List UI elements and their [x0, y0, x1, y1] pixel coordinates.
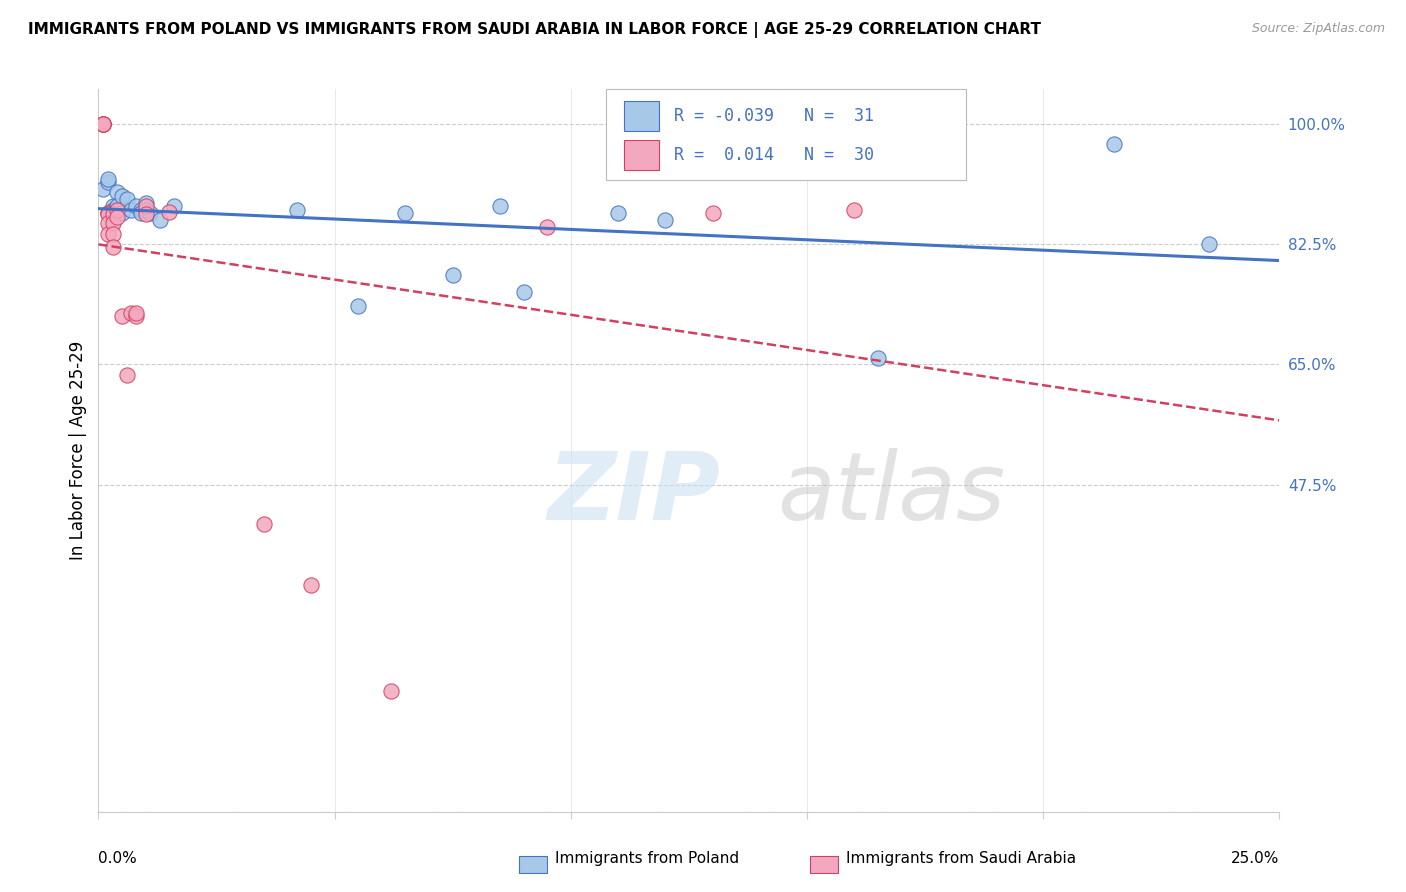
Point: [101, 216, 124, 230]
Point: [91, 117, 114, 131]
Point: [607, 206, 630, 220]
Point: [163, 199, 186, 213]
Point: [91, 117, 114, 131]
Bar: [624, 140, 659, 170]
FancyBboxPatch shape: [606, 89, 966, 179]
Point: [91, 117, 114, 131]
Point: [1102, 137, 1125, 152]
Point: [536, 219, 558, 234]
Point: [149, 213, 172, 227]
Point: [97, 207, 120, 221]
Point: [91, 182, 114, 196]
Point: [135, 207, 157, 221]
Point: [135, 195, 157, 210]
Point: [866, 351, 889, 365]
Point: [512, 285, 534, 300]
Point: [105, 186, 128, 200]
Point: [91, 117, 114, 131]
Point: [129, 206, 152, 220]
Point: [489, 199, 512, 213]
Point: [105, 210, 128, 224]
Point: [97, 206, 120, 220]
Point: [702, 206, 724, 220]
Point: [125, 199, 148, 213]
Text: atlas: atlas: [778, 449, 1005, 540]
Point: [157, 204, 180, 219]
Text: Immigrants from Saudi Arabia: Immigrants from Saudi Arabia: [846, 851, 1077, 865]
Point: [101, 199, 124, 213]
Text: Immigrants from Poland: Immigrants from Poland: [555, 851, 740, 865]
Point: [115, 368, 138, 382]
Point: [101, 207, 124, 221]
Point: [135, 202, 157, 217]
Point: [111, 189, 134, 203]
Point: [253, 517, 276, 532]
Point: [394, 206, 416, 220]
Point: [1198, 237, 1220, 252]
Point: [844, 202, 866, 217]
Point: [299, 577, 322, 591]
Point: [135, 199, 157, 213]
Point: [115, 192, 138, 206]
Point: [139, 206, 162, 220]
Point: [111, 206, 134, 220]
Y-axis label: In Labor Force | Age 25-29: In Labor Force | Age 25-29: [69, 341, 87, 560]
Bar: [624, 101, 659, 131]
Point: [654, 213, 676, 227]
Point: [129, 202, 152, 217]
Text: R = -0.039   N =  31: R = -0.039 N = 31: [673, 107, 873, 125]
Text: R =  0.014   N =  30: R = 0.014 N = 30: [673, 146, 873, 164]
Point: [347, 299, 370, 313]
Point: [101, 227, 124, 241]
Point: [97, 227, 120, 241]
Point: [91, 117, 114, 131]
Point: [101, 206, 124, 220]
Point: [111, 310, 134, 324]
Point: [121, 306, 143, 320]
Text: 0.0%: 0.0%: [98, 852, 138, 866]
Text: Source: ZipAtlas.com: Source: ZipAtlas.com: [1251, 22, 1385, 36]
Point: [105, 199, 128, 213]
Point: [125, 310, 148, 324]
Point: [97, 216, 120, 230]
Point: [101, 202, 124, 217]
Text: IMMIGRANTS FROM POLAND VS IMMIGRANTS FROM SAUDI ARABIA IN LABOR FORCE | AGE 25-2: IMMIGRANTS FROM POLAND VS IMMIGRANTS FRO…: [28, 22, 1040, 38]
Text: 25.0%: 25.0%: [1232, 852, 1279, 866]
Point: [97, 206, 120, 220]
Point: [285, 202, 308, 217]
Point: [121, 202, 143, 217]
Point: [380, 684, 402, 698]
Point: [441, 268, 464, 282]
Text: ZIP: ZIP: [547, 448, 720, 540]
Point: [97, 175, 120, 189]
Point: [101, 240, 124, 254]
Point: [125, 306, 148, 320]
Point: [105, 202, 128, 217]
Point: [97, 171, 120, 186]
